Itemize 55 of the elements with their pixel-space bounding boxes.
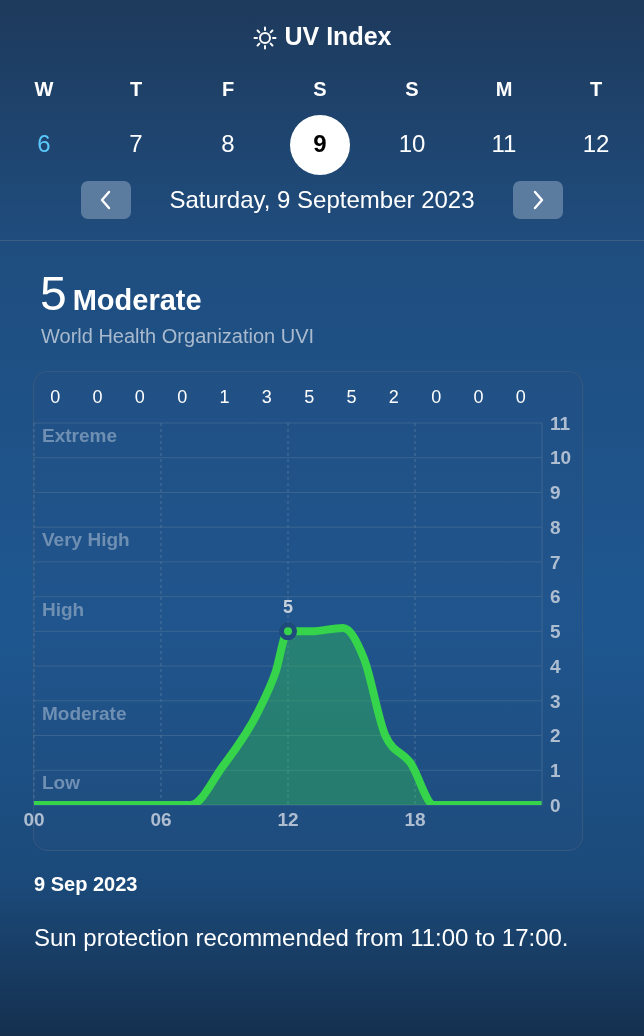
annotation: Low: [42, 772, 80, 794]
text: 0: [472, 387, 485, 408]
text: S: [312, 78, 328, 101]
y-tick-label: 2: [550, 725, 561, 747]
text: 1: [218, 387, 231, 408]
text: 0: [49, 387, 62, 408]
x-tick-label: 12: [277, 809, 299, 831]
text: 0: [514, 387, 527, 408]
y-tick-label: 4: [550, 655, 561, 677]
y-tick-label: 0: [550, 794, 561, 816]
text: 5: [345, 387, 358, 408]
data-label: 5: [282, 596, 294, 617]
x-tick-label: 18: [404, 809, 426, 831]
text: 0: [133, 387, 146, 408]
y-tick-label: 9: [550, 482, 561, 504]
text: 12: [582, 130, 610, 157]
text: 5: [303, 387, 316, 408]
annotation: Very High: [42, 529, 130, 551]
annotation: Moderate: [42, 703, 127, 725]
text: T: [588, 78, 604, 101]
y-tick-label: 5: [550, 621, 561, 643]
text: World Health Organization UVI: [41, 325, 315, 348]
text: 9 Sep 2023: [34, 873, 138, 896]
y-tick-label: 11: [550, 412, 571, 434]
y-tick-label: 10: [550, 447, 572, 469]
text: 3: [260, 387, 273, 408]
x-tick-label: 06: [150, 809, 172, 831]
chart-subtitle: Saturday, 9 September 2023: [168, 186, 476, 214]
text: 10: [398, 130, 426, 157]
annotation: High: [42, 599, 85, 621]
text: 8: [221, 130, 235, 157]
y-tick-label: 6: [550, 586, 561, 608]
text: S: [404, 78, 420, 101]
y-tick-label: 1: [550, 760, 561, 782]
y-tick-label: 7: [550, 551, 561, 573]
text: M: [494, 78, 514, 101]
text: T: [128, 78, 144, 101]
text: Sun protection recommended from 11:00 to 17:00.: [34, 923, 570, 953]
text: 2: [387, 387, 400, 408]
text: F: [220, 78, 236, 101]
chart-title: UV Index: [283, 22, 393, 51]
text: 0: [176, 387, 189, 408]
text: W: [33, 78, 55, 101]
text: 0: [430, 387, 443, 408]
text: 7: [129, 130, 143, 157]
y-tick-label: 8: [550, 516, 561, 538]
y-tick-label: 3: [550, 690, 561, 712]
text: 5: [40, 267, 67, 320]
text: 11: [491, 130, 517, 157]
text: 6: [37, 130, 51, 157]
x-tick-label: 00: [23, 809, 45, 831]
text: 9: [313, 130, 327, 157]
text: 0: [91, 387, 104, 408]
text: Moderate: [72, 284, 202, 316]
annotation: Extreme: [42, 425, 117, 447]
